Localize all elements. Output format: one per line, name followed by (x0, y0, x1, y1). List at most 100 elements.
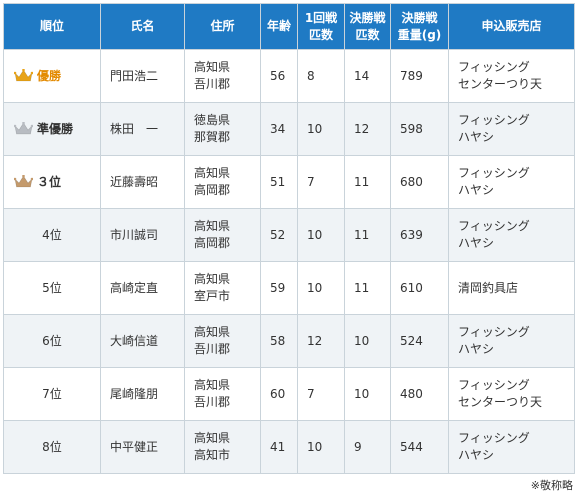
final-count-cell: 9 (344, 420, 391, 474)
header-shop: 申込販売店 (448, 3, 575, 50)
address-cell-line: 吾川郡 (194, 77, 231, 91)
rank-cell: 7位 (3, 367, 101, 421)
final-count-cell: 11 (344, 155, 391, 209)
header-line: 匹数 (355, 27, 380, 42)
rank-label: 5位 (42, 280, 62, 295)
round1-count-cell: 10 (297, 102, 345, 156)
address-cell-line: 高知県 (194, 166, 231, 180)
final-weight-cell: 789 (390, 49, 449, 103)
final-weight-cell: 544 (390, 420, 449, 474)
shop-cell-line: センターつり天 (458, 395, 543, 409)
shop-cell-line: ハヤシ (458, 236, 495, 250)
header-row: 順位 氏名 住所 年齢 1回戦 匹数 決勝戦 匹数 決勝戦 重量(g) 申込販売店 (3, 3, 575, 50)
age-cell: 52 (260, 208, 298, 262)
round1-count-cell: 7 (297, 155, 345, 209)
shop-cell-line: センターつり天 (458, 77, 543, 91)
rank-cell: 5位 (3, 261, 101, 315)
shop-cell-line: フィッシング (458, 166, 530, 180)
silver-crown-icon (14, 121, 37, 136)
header-address: 住所 (184, 3, 261, 50)
shop-cell-line: 清岡釣具店 (458, 280, 519, 295)
header-final-count: 決勝戦 匹数 (344, 3, 391, 50)
round1-count-cell: 10 (297, 261, 345, 315)
header-line: 匹数 (308, 27, 333, 42)
address-cell-line: 室戸市 (194, 289, 231, 303)
age-cell: 60 (260, 367, 298, 421)
address-cell-line: 高知県 (194, 60, 231, 74)
address-cell-line: 高知県 (194, 378, 231, 392)
age-cell: 56 (260, 49, 298, 103)
address-cell: 高知県 吾川郡 (184, 367, 261, 421)
rank-label: 7位 (42, 386, 62, 401)
address-cell-line: 吾川郡 (194, 395, 231, 409)
shop-cell-line: フィッシング (458, 431, 530, 445)
round1-count-cell: 7 (297, 367, 345, 421)
shop-cell-line: フィッシング (458, 113, 530, 127)
age-cell: 58 (260, 314, 298, 368)
table-row: 優勝 門田浩二 高知県 吾川郡 56 8 14 789 フィッシング センターつり天 (3, 49, 575, 103)
shop-cell-line: ハヤシ (458, 130, 495, 144)
address-cell-line: 吾川郡 (194, 342, 231, 356)
address-cell: 徳島県 那賀郡 (184, 102, 261, 156)
shop-cell: フィッシング センターつり天 (448, 49, 575, 103)
header-age: 年齢 (260, 3, 298, 50)
shop-cell: フィッシング ハヤシ (448, 155, 575, 209)
shop-cell: フィッシング ハヤシ (448, 208, 575, 262)
final-count-cell: 11 (344, 261, 391, 315)
final-weight-cell: 610 (390, 261, 449, 315)
header-rank: 順位 (3, 3, 101, 50)
shop-cell-line: ハヤシ (458, 448, 495, 462)
header-line: 決勝戦 (349, 10, 386, 25)
address-cell-line: 高岡郡 (194, 183, 231, 197)
header-line: 1回戦 (304, 10, 338, 25)
table-row: 6位 大崎信道 高知県 吾川郡 58 12 10 524 フィッシング ハヤシ (3, 314, 575, 368)
name-cell: 高崎定直 (100, 261, 185, 315)
table-row: ３位 近藤壽昭 高知県 高岡郡 51 7 11 680 フィッシング ハヤシ (3, 155, 575, 209)
shop-cell-line: フィッシング (458, 60, 530, 74)
rank-label: 優勝 (37, 68, 62, 83)
table-row: 4位 市川誠司 高知県 高岡郡 52 10 11 639 フィッシング ハヤシ (3, 208, 575, 262)
shop-cell-line: フィッシング (458, 219, 530, 233)
age-cell: 59 (260, 261, 298, 315)
address-cell: 高知県 吾川郡 (184, 314, 261, 368)
rank-label: 4位 (42, 227, 62, 242)
round1-count-cell: 12 (297, 314, 345, 368)
final-weight-cell: 639 (390, 208, 449, 262)
age-cell: 51 (260, 155, 298, 209)
name-cell: 門田浩二 (100, 49, 185, 103)
rank-cell: 準優勝 (3, 102, 101, 156)
shop-cell: フィッシング センターつり天 (448, 367, 575, 421)
round1-count-cell: 8 (297, 49, 345, 103)
rank-cell: 6位 (3, 314, 101, 368)
age-cell: 41 (260, 420, 298, 474)
shop-cell: フィッシング ハヤシ (448, 314, 575, 368)
name-cell: 近藤壽昭 (100, 155, 185, 209)
final-weight-cell: 524 (390, 314, 449, 368)
table-row: 準優勝 株田 一徳島県 那賀郡 34 10 12 598 フィッシング ハヤシ (3, 102, 575, 156)
rank-cell: 8位 (3, 420, 101, 474)
gold-crown-icon (14, 68, 37, 83)
name-cell: 市川誠司 (100, 208, 185, 262)
name-cell: 大崎信道 (100, 314, 185, 368)
address-cell-line: 那賀郡 (194, 130, 231, 144)
shop-cell: フィッシング ハヤシ (448, 102, 575, 156)
address-cell-line: 高知県 (194, 325, 231, 339)
address-cell-line: 高岡郡 (194, 236, 231, 250)
rank-label: 8位 (42, 439, 62, 454)
name-cell: 株田 一 (100, 102, 185, 156)
name-cell: 中平健正 (100, 420, 185, 474)
address-cell: 高知県 室戸市 (184, 261, 261, 315)
address-cell: 高知県 吾川郡 (184, 49, 261, 103)
rank-cell: 優勝 (3, 49, 101, 103)
final-weight-cell: 680 (390, 155, 449, 209)
final-count-cell: 12 (344, 102, 391, 156)
shop-cell-line: ハヤシ (458, 183, 495, 197)
rank-label: ３位 (37, 174, 62, 189)
shop-cell-line: フィッシング (458, 325, 530, 339)
table-row: 5位 高崎定直 高知県 室戸市 59 10 11 610 清岡釣具店 (3, 261, 575, 315)
rank-label: 準優勝 (37, 121, 74, 136)
header-final-weight: 決勝戦 重量(g) (390, 3, 449, 50)
final-count-cell: 14 (344, 49, 391, 103)
address-cell-line: 高知市 (194, 448, 231, 462)
shop-cell: フィッシング ハヤシ (448, 420, 575, 474)
